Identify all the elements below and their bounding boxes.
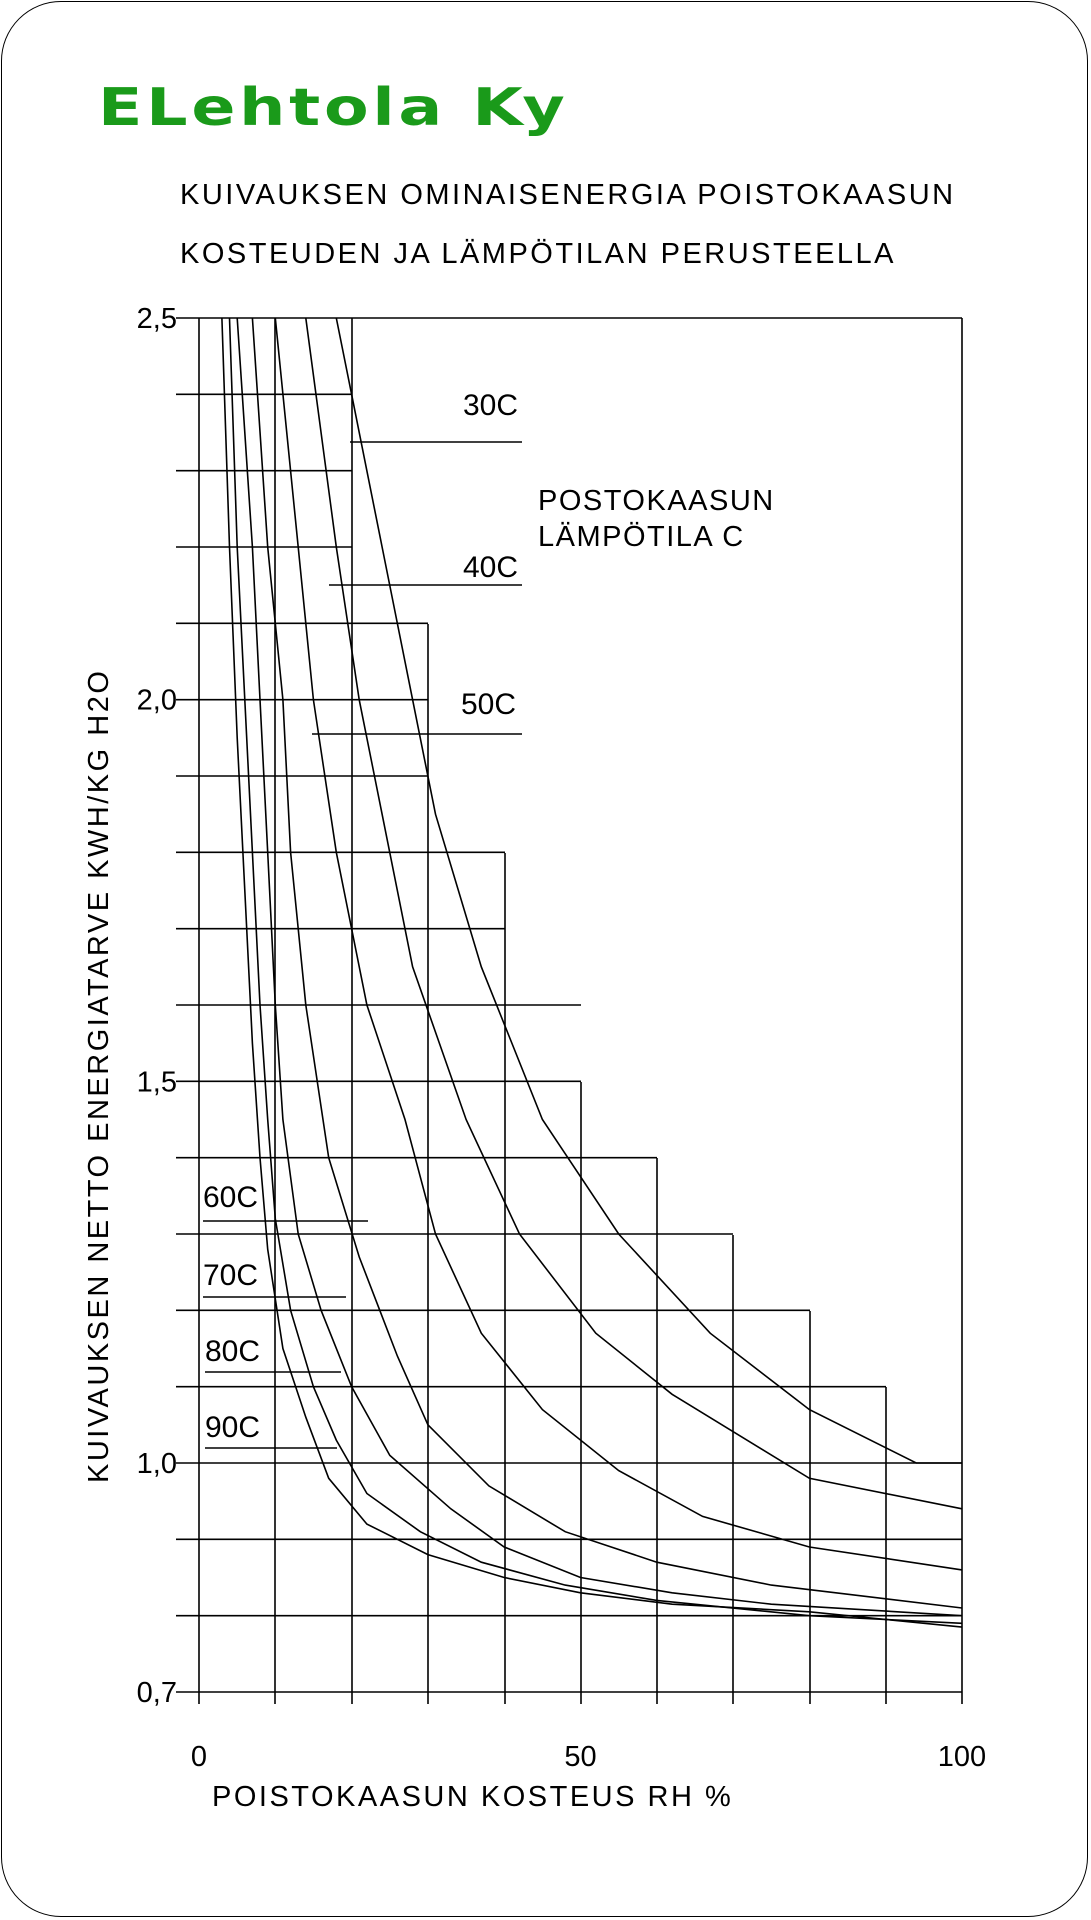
curve-label-60c: 60C: [203, 1181, 258, 1214]
y-tick-label: 1,0: [137, 1448, 177, 1480]
curve-label-70c: 70C: [203, 1259, 258, 1292]
curve-label-50c: 50C: [461, 688, 516, 721]
series-line-80c: [228, 317, 963, 1625]
series-line-40c: [305, 317, 963, 1510]
y-axis-label: KUIVAUKSEN NETTO ENERGIATARVE KWH/KG H2O: [83, 669, 115, 1483]
chart-title-line-2: KOSTEUDEN JA LÄMPÖTILAN PERUSTEELLA: [180, 238, 896, 270]
curve-label-90c: 90C: [205, 1411, 260, 1444]
curve-label-80c: 80C: [205, 1335, 260, 1368]
y-tick-label: 1,5: [137, 1066, 177, 1098]
x-tick-label: 0: [191, 1741, 207, 1773]
y-tick-label: 0,7: [137, 1677, 177, 1709]
series-line-70c: [236, 317, 963, 1617]
series-line-30c: [335, 317, 962, 1464]
series-line-90c: [221, 317, 963, 1628]
curve-label-40c: 40C: [463, 551, 518, 584]
series-line-60c: [251, 317, 963, 1609]
grid-lines: [176, 317, 963, 1704]
chart-title-line-1: KUIVAUKSEN OMINAISENERGIA POISTOKAASUN: [180, 179, 956, 211]
x-tick-label: 50: [564, 1741, 596, 1773]
tick-labels: 2,5 2,0 1,5 1,0 0,7 0 50 100: [137, 303, 987, 1773]
legend-title-line-1: POSTOKAASUN: [538, 485, 775, 517]
y-tick-label: 2,0: [137, 685, 177, 717]
curve-label-30c: 30C: [463, 389, 518, 422]
series-curves: [221, 317, 963, 1628]
curve-labels: 30C 40C 50C 60C 70C 80C 90C: [203, 389, 522, 1449]
brand-logo: ELehtola Ky: [98, 78, 569, 138]
y-tick-label: 2,5: [137, 303, 177, 335]
x-tick-label: 100: [938, 1741, 986, 1773]
legend-title-line-2: LÄMPÖTILA C: [538, 521, 745, 553]
x-axis-label: POISTOKAASUN KOSTEUS RH %: [212, 1781, 733, 1813]
series-line-50c: [274, 317, 963, 1571]
